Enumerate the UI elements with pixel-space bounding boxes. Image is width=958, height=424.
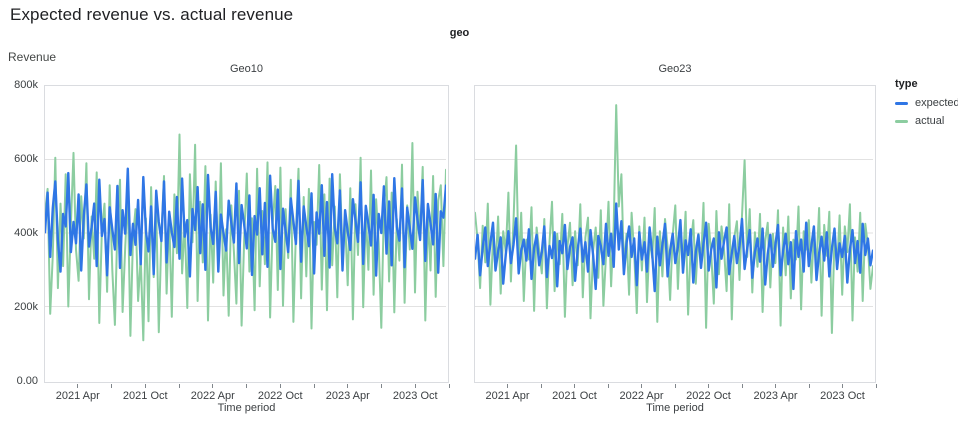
x-tick-mark: [77, 384, 79, 388]
x-tick-label: 2023 Oct: [820, 390, 865, 402]
x-tick-mark: [775, 384, 776, 388]
y-tick-label: 800k: [14, 79, 38, 91]
x-tick-mark: [279, 384, 281, 388]
facet-chart-geo23: [475, 104, 873, 334]
x-tick-mark: [144, 384, 146, 388]
x-tick-mark: [741, 384, 743, 388]
x-tick-label: 2021 Apr: [55, 390, 100, 402]
x-tick-mark: [842, 384, 843, 388]
x-tick-label: 2023 Apr: [325, 390, 370, 402]
plot-panel-geo10[interactable]: [44, 85, 449, 383]
series-line-actual: [475, 104, 873, 334]
x-tick-mark: [540, 384, 542, 388]
chart-title: Expected revenue vs. actual revenue: [10, 5, 294, 24]
x-tick-mark: [347, 384, 349, 388]
x-tick-label: 2021 Apr: [485, 390, 530, 402]
x-tick-label: 2022 Apr: [619, 390, 664, 402]
x-tick-label: 2023 Oct: [392, 390, 438, 402]
legend-item-expected[interactable]: expected: [895, 97, 958, 109]
x-axis-geo10: 2021 Apr 2021 Oct 2022 Apr 2022 Oct 2023 Apr…: [44, 383, 450, 405]
x-tick-mark: [875, 384, 877, 388]
x-tick-label: 2022 Oct: [686, 390, 731, 402]
x-tick-label: 2021 Oct: [552, 390, 597, 402]
x-tick-mark: [178, 384, 180, 388]
x-tick-mark: [246, 384, 247, 388]
x-tick-mark: [507, 384, 508, 388]
x-tick-mark: [641, 384, 642, 388]
y-axis-tick-labels: 800k 600k 400k 200k 0.00: [0, 79, 38, 387]
x-axis-geo23: 2021 Apr 2021 Oct 2022 Apr 2022 Oct 2023 Apr…: [474, 383, 877, 405]
legend-item-label: expected: [915, 97, 958, 109]
x-tick-mark: [674, 384, 676, 388]
y-tick-label: 200k: [14, 301, 38, 313]
legend-swatch-actual-icon: [895, 119, 908, 123]
x-tick-mark: [708, 384, 709, 388]
plot-panel-geo23[interactable]: [474, 85, 876, 383]
x-tick-mark: [313, 384, 315, 388]
series-line-expected: [475, 202, 873, 293]
series-line-expected: [45, 167, 446, 278]
legend-item-label: actual: [915, 115, 945, 127]
x-tick-label: 2022 Oct: [257, 390, 303, 402]
legend-item-actual[interactable]: actual: [895, 115, 958, 127]
legend: type expected actual: [895, 78, 958, 133]
y-tick-label: 600k: [14, 153, 38, 165]
x-tick-label: 2021 Oct: [122, 390, 168, 402]
x-tick-label: 2023 Apr: [753, 390, 798, 402]
legend-swatch-expected-icon: [895, 101, 908, 105]
x-tick-mark: [808, 384, 810, 388]
x-tick-mark: [381, 384, 382, 388]
x-tick-mark: [607, 384, 609, 388]
y-tick-label: 400k: [14, 227, 38, 239]
x-tick-mark: [212, 384, 214, 388]
y-axis-title: Revenue: [8, 50, 57, 64]
x-tick-mark: [414, 384, 416, 388]
x-axis-title-geo23: Time period: [646, 402, 704, 414]
y-tick-label: 0.00: [16, 375, 38, 387]
x-tick-label: 2022 Apr: [190, 390, 235, 402]
facet-title-geo10: Geo10: [229, 63, 264, 75]
facet-field-label: geo: [449, 27, 470, 39]
series-line-actual: [45, 133, 446, 342]
facet-chart-geo10: [45, 133, 446, 342]
x-tick-mark: [448, 384, 450, 388]
x-tick-mark: [111, 384, 112, 388]
x-tick-mark: [574, 384, 575, 388]
legend-title: type: [895, 78, 918, 90]
x-axis-title-geo10: Time period: [217, 402, 276, 414]
facet-title-geo23: Geo23: [658, 63, 692, 75]
